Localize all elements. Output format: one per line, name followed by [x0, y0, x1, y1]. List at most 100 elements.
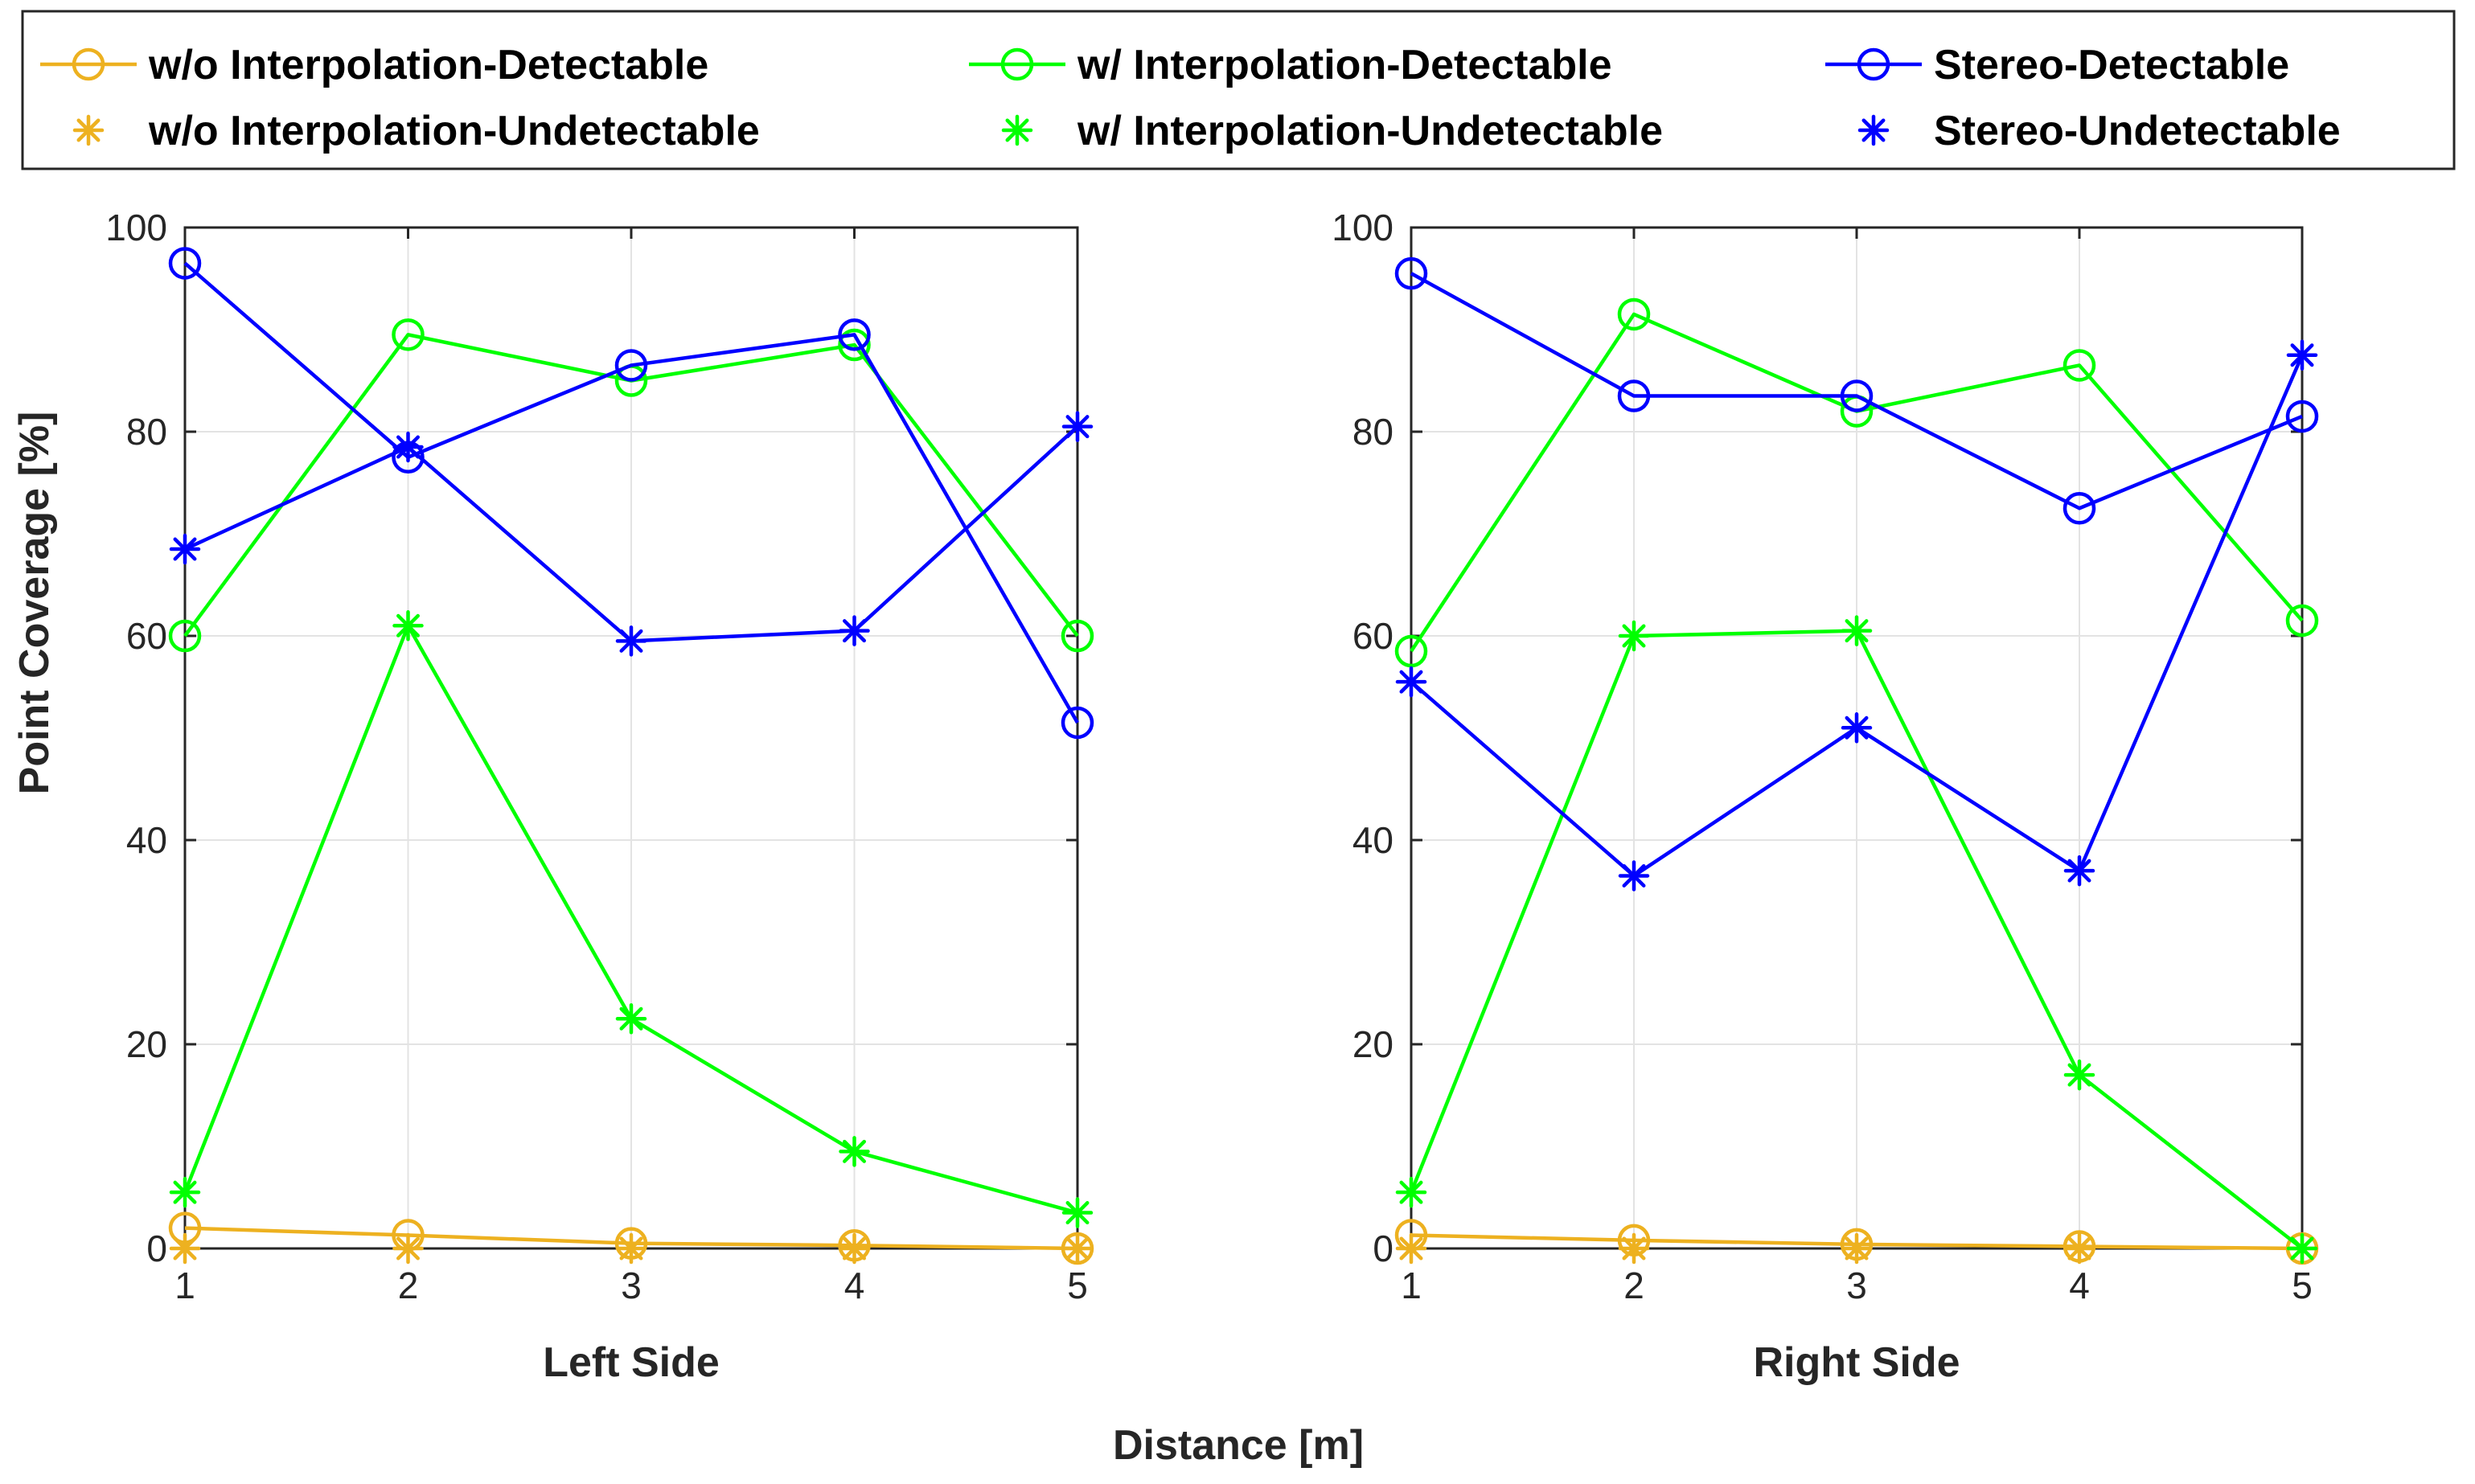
data-point — [2286, 1232, 2318, 1265]
data-point — [1841, 712, 1873, 744]
legend-label: Stereo-Detectable — [1934, 42, 2289, 88]
series-line — [183, 261, 1079, 724]
data-point — [2062, 349, 2096, 382]
y-tick-label: 20 — [126, 1023, 167, 1065]
x-tick-label: 2 — [1623, 1265, 1644, 1306]
data-point — [1061, 1232, 1094, 1265]
legend-entry-w-interpolation-undetectable: w/ Interpolation-Undetectable — [1001, 108, 1663, 154]
legend-entry-stereo-undetectable: Stereo-Undetectable — [1857, 108, 2341, 154]
series-w-o-interpolation-undetectable — [169, 1232, 1094, 1265]
data-point — [839, 1232, 870, 1265]
series-stereo-detectable — [1394, 256, 2319, 525]
panel-left-side: 1 2 3 4 5 0 20 40 60 80 100 Left Side — [105, 207, 1094, 1386]
x-tick-label: 5 — [1067, 1265, 1088, 1306]
data-point — [2063, 1232, 2095, 1265]
data-point — [392, 610, 424, 642]
legend-label: Stereo-Undetectable — [1934, 108, 2341, 154]
x-axis-label: Distance [m] — [1113, 1422, 1364, 1469]
y-tick-label: 80 — [1352, 411, 1393, 453]
x-tick-label: 4 — [2069, 1265, 2090, 1306]
legend-marker-circle — [72, 47, 105, 81]
data-point — [2062, 492, 2096, 525]
data-point — [1617, 379, 1651, 412]
legend-label: w/o Interpolation-Detectable — [148, 42, 708, 88]
y-tick-label: 60 — [1352, 615, 1393, 657]
legend-entry-w-o-interpolation-detectable: w/o Interpolation-Detectable — [40, 42, 708, 88]
data-point — [392, 318, 425, 351]
data-point — [1061, 619, 1094, 653]
series-w-interpolation-undetectable — [1395, 615, 2318, 1265]
data-point — [2285, 400, 2319, 433]
series-stereo-detectable — [168, 247, 1094, 740]
legend-entry-stereo-detectable: Stereo-Detectable — [1825, 42, 2289, 88]
data-point — [839, 1136, 870, 1167]
legend-label: w/o Interpolation-Undetectable — [148, 108, 760, 154]
legend-marker-asterisk — [1857, 114, 1890, 146]
data-point — [615, 1232, 647, 1265]
data-point — [1841, 1232, 1873, 1265]
legend-label: w/ Interpolation-Detectable — [1077, 42, 1612, 88]
data-point — [839, 615, 870, 646]
legend-marker-circle — [1857, 47, 1890, 81]
legend-marker-circle — [1000, 47, 1034, 81]
y-tick-label: 80 — [126, 411, 167, 453]
y-tick-label: 40 — [1352, 819, 1393, 861]
legend-label: w/ Interpolation-Undetectable — [1077, 108, 1663, 154]
data-point — [1061, 706, 1094, 740]
y-tick-label: 0 — [146, 1228, 167, 1269]
data-point — [169, 1176, 201, 1208]
data-point — [1617, 297, 1651, 331]
y-tick-label: 0 — [1373, 1228, 1393, 1269]
legend-marker-asterisk — [72, 114, 105, 146]
data-point — [392, 1232, 424, 1265]
data-point — [615, 1003, 647, 1035]
legend-marker-asterisk — [1001, 114, 1033, 146]
x-tick-label: 3 — [1846, 1265, 1867, 1306]
panel-title: Right Side — [1753, 1339, 1960, 1386]
series-line — [1410, 272, 2303, 510]
x-tick-label: 3 — [621, 1265, 642, 1306]
y-tick-label: 100 — [1332, 207, 1393, 248]
data-point — [1061, 411, 1094, 442]
x-tick-label: 5 — [2292, 1265, 2313, 1306]
data-point — [169, 533, 201, 565]
legend-entry-w-interpolation-detectable: w/ Interpolation-Detectable — [969, 42, 1612, 88]
data-point — [1618, 860, 1650, 892]
x-tick-label: 4 — [844, 1265, 865, 1306]
data-point — [1840, 379, 1874, 412]
data-point — [168, 619, 202, 653]
panel-title: Left Side — [543, 1339, 720, 1386]
legend: w/o Interpolation-Detectable w/ Interpola… — [21, 10, 2456, 170]
data-point — [1395, 1232, 1427, 1265]
y-axis-label: Point Coverage [%] — [11, 412, 58, 795]
legend-entry-w-o-interpolation-undetectable: w/o Interpolation-Undetectable — [72, 108, 760, 154]
x-tick-label: 1 — [174, 1265, 195, 1306]
data-point — [1841, 615, 1873, 646]
series-stereo-undetectable — [1395, 339, 2318, 892]
data-point — [1395, 666, 1427, 698]
data-point — [838, 318, 871, 351]
series-stereo-undetectable — [169, 411, 1094, 657]
data-point — [838, 328, 871, 362]
y-tick-label: 100 — [105, 207, 167, 248]
y-tick-label: 60 — [126, 615, 167, 657]
data-point — [2063, 1059, 2095, 1091]
panel-right-side: 1 2 3 4 5 0 20 40 60 80 100 Right Side — [1332, 207, 2319, 1386]
data-point — [2063, 855, 2095, 887]
data-point — [1618, 620, 1650, 652]
series-w-interpolation-undetectable — [169, 610, 1094, 1228]
data-point — [1395, 1176, 1427, 1208]
data-point — [615, 625, 647, 657]
data-point — [1394, 634, 1428, 668]
x-tick-label: 1 — [1401, 1265, 1422, 1306]
data-point — [1394, 256, 1428, 290]
data-point — [1061, 1197, 1094, 1228]
data-point — [614, 349, 648, 382]
x-tick-label: 2 — [398, 1265, 419, 1306]
y-tick-label: 20 — [1352, 1023, 1393, 1065]
y-tick-label: 40 — [126, 819, 167, 861]
data-point — [2286, 339, 2318, 371]
data-point — [168, 247, 202, 280]
legend-box — [21, 10, 2456, 170]
